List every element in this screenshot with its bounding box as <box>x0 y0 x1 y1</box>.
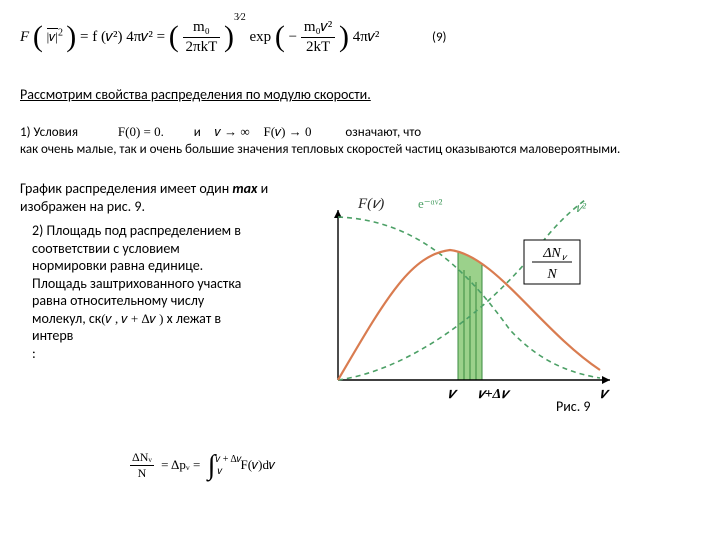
exp-pow: 3⁄2 <box>234 12 246 23</box>
x-arrowhead-icon <box>602 376 610 384</box>
int-lower: 𝑣 <box>218 460 223 484</box>
and-text: и <box>194 125 201 140</box>
section-heading: Рассмотрим свойства распределения по мод… <box>20 86 420 104</box>
property-2: 2) Площадь под распределением в соответс… <box>32 222 252 362</box>
cond-vinf: 𝑣 → ∞ <box>215 124 250 139</box>
parab-label: 𝑣² <box>576 200 587 215</box>
p2-colon: : <box>32 345 36 362</box>
formula-tail: 4π𝑣² <box>353 29 380 45</box>
eq-part1: = f (𝑣²) 4π𝑣² = <box>80 29 165 45</box>
graph-text-span: График распределения имеет один max и из… <box>20 180 268 215</box>
frac2-den: 2kT <box>301 38 335 57</box>
lf-den: N <box>130 466 154 481</box>
interval: (𝑣 , 𝑣 + Δ𝑣 ) <box>101 311 163 326</box>
means-that: означают, что <box>345 125 421 140</box>
slide-page: F ( |𝑣|2 ) = f (𝑣²) 4π𝑣² = ( m₀ 2πkT )3⁄… <box>0 0 720 540</box>
lower-formula: ΔNᵥ N = Δpᵥ = ∫ 𝑣 + Δ𝑣 𝑣 F(𝑣)d𝑣 <box>130 450 275 481</box>
graph-text: График распределения имеет один max и из… <box>20 180 270 215</box>
frac1-den: 2πkT <box>183 38 221 57</box>
exp-text: exp <box>249 29 271 45</box>
gauss-label: e⁻ᵅᵛ² <box>418 196 443 211</box>
formula-9: F ( |𝑣|2 ) = f (𝑣²) 4π𝑣² = ( m₀ 2πkT )3⁄… <box>20 18 379 57</box>
cond-F0: F(0) = 0. <box>118 124 164 139</box>
frac1-num: m₀ <box>183 18 221 38</box>
eq-number-9: (9) <box>432 30 446 46</box>
lf-mid: = Δpᵥ = <box>161 457 200 472</box>
box-denominator: N <box>546 267 557 282</box>
tick-vdv: 𝑣+Δ𝑣 <box>478 387 511 402</box>
distribution-chart: ΔN 𝑣 N F(𝑣) e⁻ᵅᵛ² 𝑣² 𝑣 𝑣+Δ𝑣 𝑣 <box>300 190 630 420</box>
lf-num: ΔNᵥ <box>130 450 154 466</box>
cond-Fv0: F(𝑣) → 0 <box>264 124 312 139</box>
property-1-line: 1) Условия F(0) = 0. и 𝑣 → ∞ F(𝑣) → 0 оз… <box>20 124 700 141</box>
integral-sign: ∫ 𝑣 + Δ𝑣 𝑣 <box>208 454 216 478</box>
figure-caption: Рис. 9 <box>556 398 616 416</box>
F: F <box>20 29 29 45</box>
box-numerator: ΔN <box>542 246 561 261</box>
frac2-num: m₀𝑣² <box>301 18 335 38</box>
tick-v: 𝑣 <box>448 386 458 402</box>
y-axis-label: F(𝑣) <box>357 196 384 212</box>
p1-label: 1) Условия <box>20 125 78 140</box>
figure-9: ΔN 𝑣 N F(𝑣) e⁻ᵅᵛ² 𝑣² 𝑣 𝑣+Δ𝑣 𝑣 <box>300 190 630 420</box>
property-1-cont: как очень малые, так и очень большие зна… <box>20 142 700 158</box>
